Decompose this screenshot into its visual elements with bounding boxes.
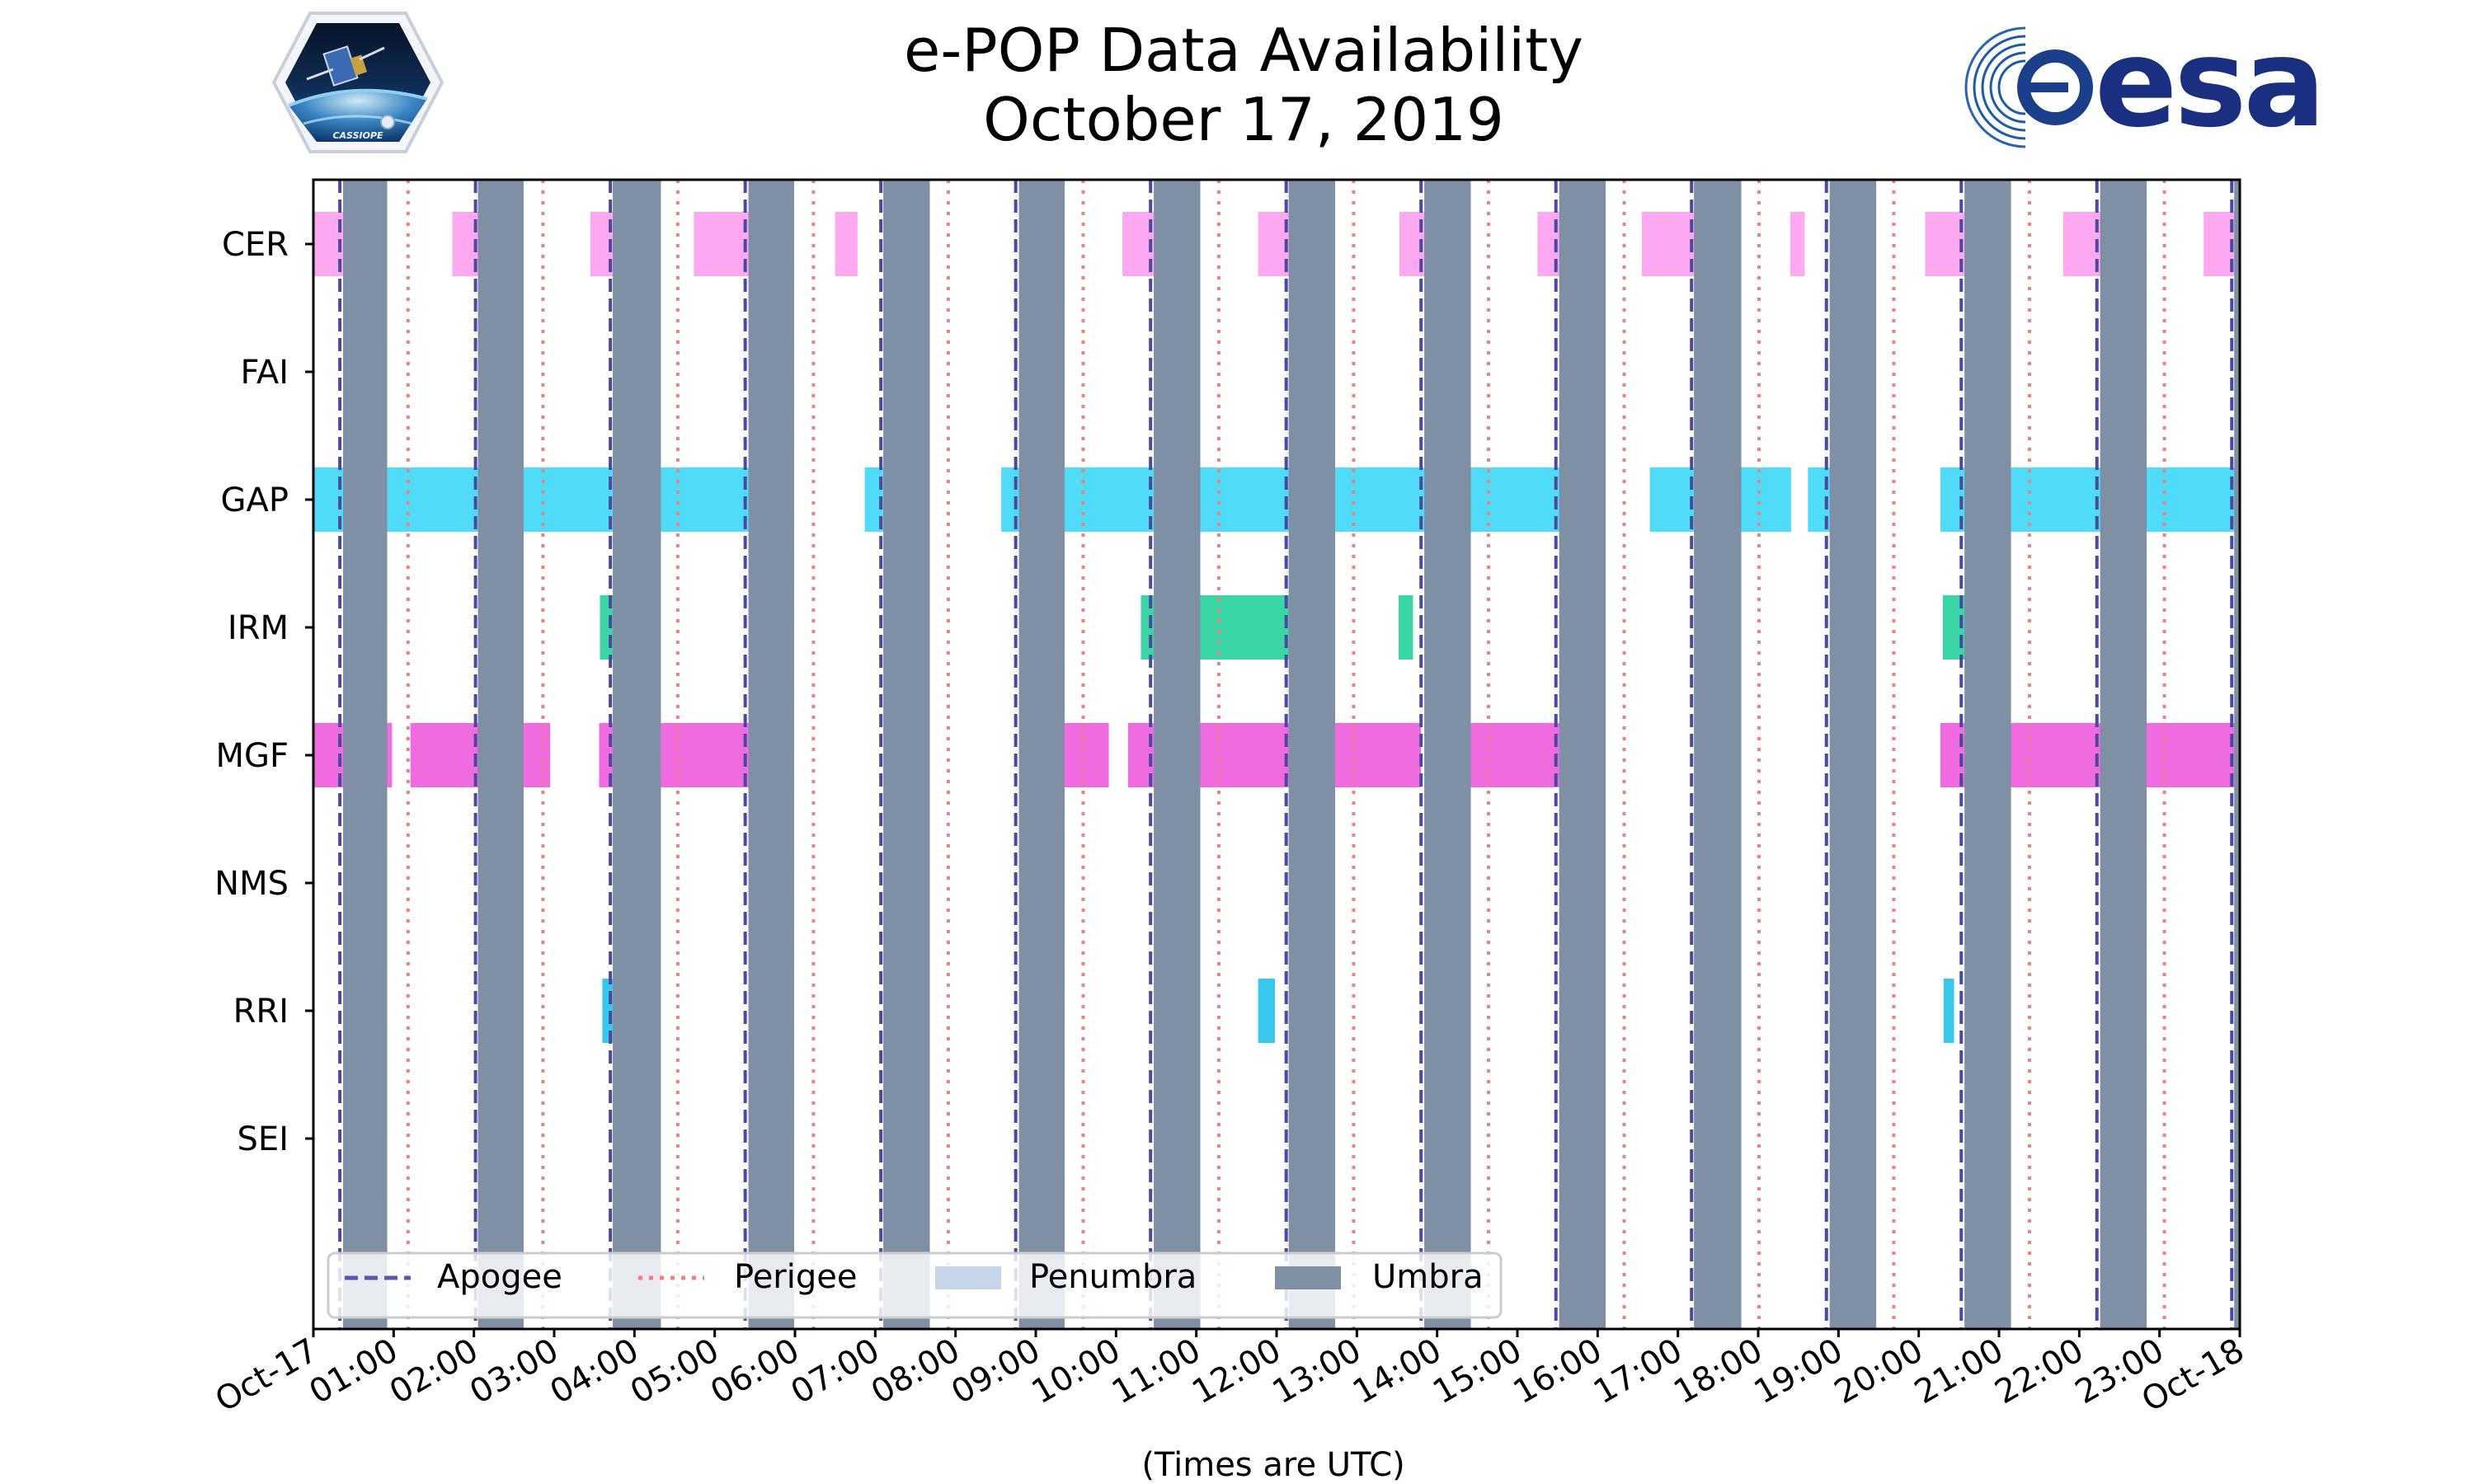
bar-cer xyxy=(1790,212,1805,276)
umbra-band xyxy=(2100,180,2147,1329)
legend-frame xyxy=(327,1252,1503,1319)
umbra-band xyxy=(1559,180,1606,1329)
umbra-band xyxy=(1288,180,1336,1329)
bar-gap xyxy=(1001,467,1566,532)
y-axis: CER FAI GAP IRM MGF NMS RRI SEI xyxy=(214,226,313,1158)
chart-subtitle: October 17, 2019 xyxy=(983,85,1504,154)
y-tick-label-irm: IRM xyxy=(228,609,289,647)
cassiope-logo-caption: CASSIOPE xyxy=(332,130,383,141)
x-axis-label: (Times are UTC) xyxy=(1141,1446,1404,1484)
legend-umbra-swatch xyxy=(1275,1266,1341,1289)
bar-irm xyxy=(1188,595,1297,660)
bar-cer xyxy=(2204,212,2240,276)
bar-mgf xyxy=(2142,723,2240,787)
bar-irm xyxy=(1398,595,1413,660)
bar-mgf xyxy=(649,723,761,787)
bar-cer xyxy=(835,212,858,276)
legend-penumbra-label: Penumbra xyxy=(1029,1258,1197,1296)
legend-apogee-label: Apogee xyxy=(437,1258,562,1296)
bar-gap xyxy=(313,467,761,532)
umbra-band xyxy=(1694,180,1742,1329)
y-tick-label-fai: FAI xyxy=(241,354,289,392)
legend-perigee-label: Perigee xyxy=(734,1258,857,1296)
bar-rri xyxy=(1258,979,1276,1043)
esa-brand-text: esa xyxy=(2095,12,2322,154)
umbra-bands xyxy=(343,180,2240,1329)
y-tick-label-gap: GAP xyxy=(221,481,289,519)
umbra-band xyxy=(477,180,524,1329)
umbra-band xyxy=(748,180,795,1329)
umbra-band xyxy=(883,180,930,1329)
chart-title: e-POP Data Availability xyxy=(904,16,1583,85)
y-tick-label-rri: RRI xyxy=(233,993,289,1031)
cassiope-logo: CASSIOPE xyxy=(271,12,444,153)
apogee-lines xyxy=(338,180,2234,1329)
legend-penumbra-swatch xyxy=(935,1266,1001,1289)
bar-rri xyxy=(1943,979,1954,1043)
y-tick-label-nms: NMS xyxy=(214,865,289,903)
umbra-band xyxy=(1829,180,1877,1329)
bar-mgf xyxy=(1190,723,1301,787)
bar-irm xyxy=(1942,595,1968,660)
umbra-band xyxy=(1964,180,2011,1329)
esa-logo: esa xyxy=(1964,12,2326,154)
umbra-band xyxy=(1018,180,1065,1329)
umbra-band xyxy=(1154,180,1201,1329)
legend: Apogee Perigee Penumbra Umbra xyxy=(327,1252,1503,1319)
bar-cer xyxy=(1258,212,1295,276)
bar-mgf xyxy=(1940,723,1968,787)
umbra-band xyxy=(343,180,388,1329)
umbra-band xyxy=(2234,180,2240,1329)
umbra-band xyxy=(613,180,661,1329)
y-tick-label-cer: CER xyxy=(222,226,289,264)
y-tick-label-sei: SEI xyxy=(238,1120,289,1158)
legend-umbra-label: Umbra xyxy=(1372,1258,1484,1296)
umbra-band xyxy=(1424,180,1471,1329)
y-tick-label-mgf: MGF xyxy=(215,737,289,775)
